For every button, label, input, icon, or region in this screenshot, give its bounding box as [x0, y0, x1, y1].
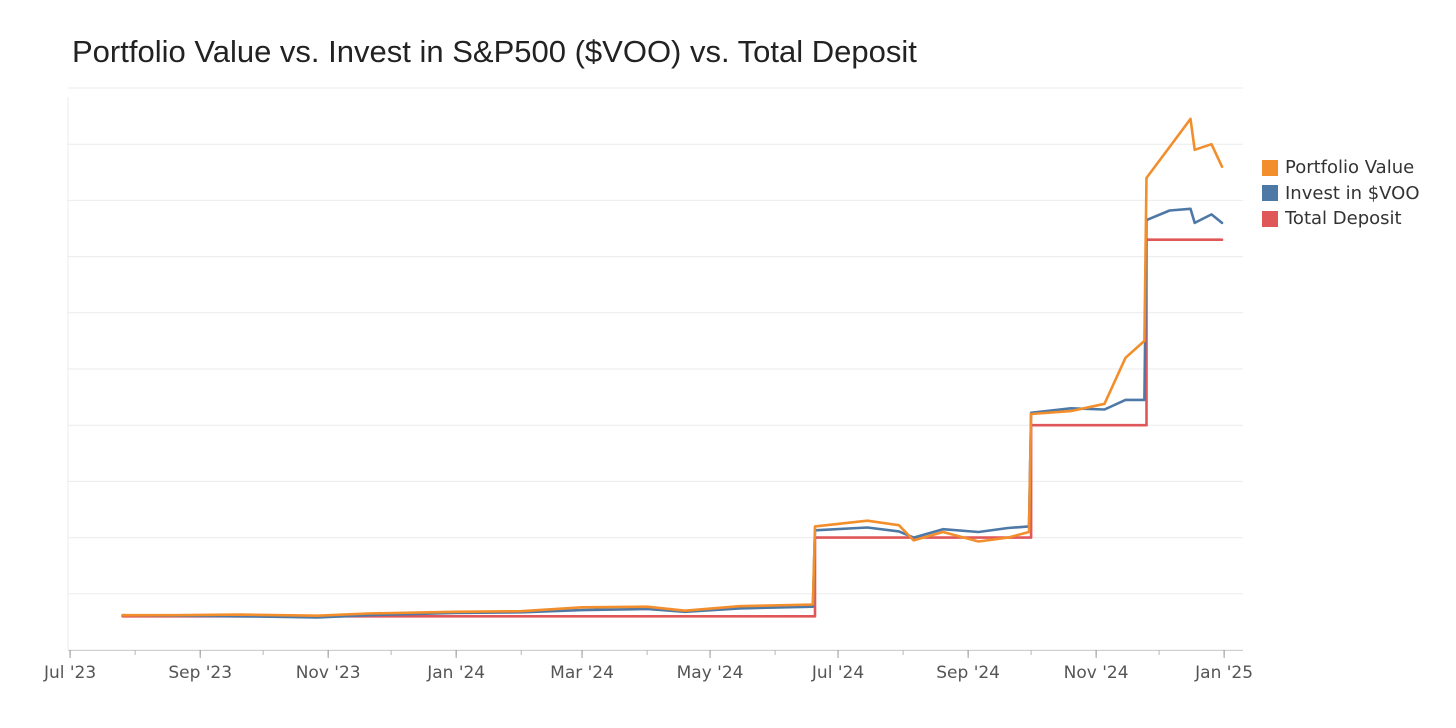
x-tick-label: Sep '24 — [936, 663, 1000, 683]
series-line-total-deposit — [121, 238, 1224, 618]
legend-label-invest-in-voo: Invest in $VOO — [1285, 182, 1420, 204]
grid-lines — [67, 87, 1243, 651]
legend-item-portfolio-value[interactable]: Portfolio Value — [1262, 155, 1420, 181]
chart-title: Portfolio Value vs. Invest in S&P500 ($V… — [72, 34, 917, 69]
x-tick-label: Mar '24 — [550, 663, 614, 683]
legend-swatch-portfolio-value — [1262, 159, 1278, 176]
x-axis: Jul '23 Sep '23 Nov '23 Jan '24 Mar '24 May '… — [43, 650, 1253, 683]
x-tick-label: Nov '24 — [1064, 663, 1129, 683]
series-line-portfolio-value — [121, 117, 1224, 617]
x-tick-label: Sep '23 — [168, 663, 232, 683]
legend-item-invest-in-voo[interactable]: Invest in $VOO — [1262, 181, 1420, 207]
legend-item-total-deposit[interactable]: Total Deposit — [1262, 206, 1420, 232]
x-tick-label: Jan '25 — [1194, 663, 1253, 683]
x-tick-label: Jul '23 — [43, 663, 96, 683]
legend-swatch-invest-in-voo — [1262, 185, 1278, 202]
x-tick-label: Jul '24 — [811, 663, 864, 683]
legend-label-total-deposit: Total Deposit — [1285, 208, 1402, 230]
legend: Portfolio Value Invest in $VOO Total Dep… — [1262, 155, 1420, 232]
series-lines — [121, 117, 1224, 619]
x-tick-label: Jan '24 — [426, 663, 485, 683]
x-tick-label: May '24 — [677, 663, 744, 683]
x-tick-label: Nov '23 — [296, 663, 361, 683]
legend-swatch-total-deposit — [1262, 210, 1278, 227]
legend-label-portfolio-value: Portfolio Value — [1285, 157, 1415, 179]
